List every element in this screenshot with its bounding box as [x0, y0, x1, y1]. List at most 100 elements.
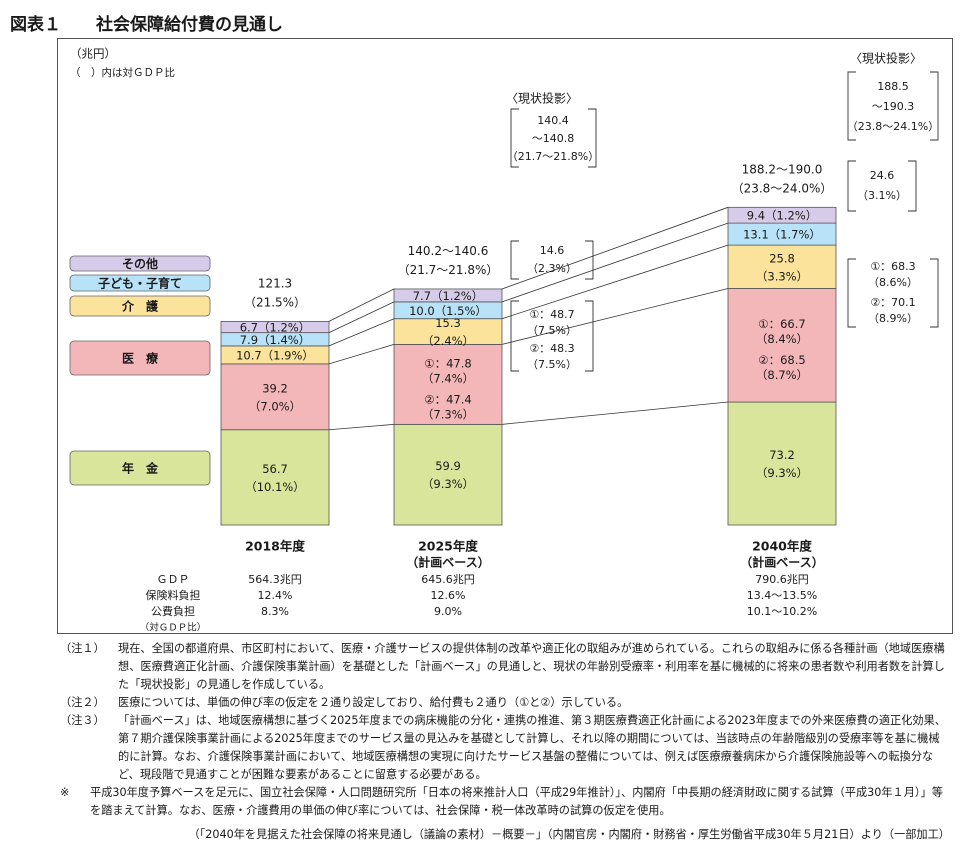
note-label: （注３）: [60, 714, 105, 727]
projection-kaigo: （2.3%）: [527, 262, 577, 275]
data-label: ①：66.7: [758, 317, 805, 331]
total-label: （21.7～21.8%）: [398, 263, 499, 277]
projection-kaigo-2025-right-bracket: [585, 240, 594, 280]
data-label: （7.0%）: [249, 399, 301, 413]
data-label: （8.4%）: [756, 332, 808, 346]
indicator-row-label: 保険料負担: [146, 588, 201, 602]
projection-iryo-2040-right-bracket: [930, 258, 939, 328]
data-label: ①：47.8: [424, 356, 471, 370]
projection-iryo: （7.5%）: [527, 324, 577, 337]
paren-note: （ ）内は対ＧＤＰ比: [70, 66, 175, 79]
data-label: （2.4%）: [422, 334, 474, 348]
indicator-value: 12.4%: [258, 589, 293, 602]
bar-segment: [220, 320, 330, 334]
connector-line: [501, 244, 729, 320]
bar-segment: [393, 343, 503, 425]
projection-iryo: ②：48.3: [529, 342, 574, 355]
data-label: （10.1%）: [245, 480, 305, 494]
data-label: 39.2: [262, 381, 288, 395]
chart-frame: （兆円） （ ）内は対ＧＤＰ比 その他 子ども・子育て介 護医 療年 金 56.7 （10…: [57, 38, 953, 634]
data-label: ②：47.4: [424, 392, 471, 406]
indicator-row-label: 公費負担: [151, 604, 195, 618]
connector-line: [328, 344, 395, 365]
legend-swatch: [69, 255, 211, 272]
data-label: 13.1（1.7%）: [743, 228, 821, 242]
indicator-row-label: （対ＧＤＰ比）: [140, 622, 207, 634]
data-label: 59.9: [435, 459, 461, 473]
projection-total: 140.4: [537, 114, 569, 127]
note-2: （注２） 医療については、単価の伸び率の仮定を２通り設定しており、給付費も２通り（…: [60, 694, 950, 712]
legend-label: その他: [122, 256, 158, 271]
data-label: （9.3%）: [422, 477, 474, 491]
data-label: （7.3%）: [422, 407, 474, 421]
projection-iryo: （8.6%）: [868, 276, 918, 289]
note-label: ※: [60, 786, 70, 799]
data-label: （9.3%）: [756, 466, 808, 480]
projection-kaigo-2025-left-bracket: [510, 240, 519, 280]
data-label: 56.7: [262, 462, 288, 476]
data-label: 25.8: [769, 251, 795, 265]
total-label: （21.5%）: [244, 295, 306, 309]
indicator-value: 645.6兆円: [421, 573, 475, 586]
projection-iryo-2040-left-bracket: [847, 258, 856, 328]
bar-segment: [393, 318, 503, 345]
projection-iryo-2025-left-bracket: [510, 300, 519, 372]
data-label: 10.0（1.5%）: [409, 304, 487, 318]
figure-title: 図表１ 社会保障給付費の見通し: [8, 6, 952, 35]
data-label: 7.9（1.4%）: [240, 333, 311, 347]
projection-total: ～190.3: [872, 100, 915, 113]
total-label: 121.3: [258, 276, 292, 290]
bar-segment: [393, 423, 503, 526]
connector-line: [501, 288, 729, 345]
projection-total: （21.7～21.8%）: [507, 150, 599, 163]
projection-kaigo: （3.1%）: [857, 189, 907, 202]
indicator-value: 8.3%: [261, 605, 289, 618]
note-3: （注３） 「計画ベース」は、地域医療構想に基づく2025年度までの病床機能の分化・…: [60, 712, 950, 784]
projection-total-2025-left-bracket: [510, 108, 519, 168]
connector-line: [501, 206, 729, 290]
connector-line: [328, 318, 395, 347]
figure-number: 図表１: [10, 15, 61, 35]
data-label: （3.3%）: [756, 269, 808, 283]
category-label: 2040年度: [752, 539, 812, 554]
note-label: （注２）: [60, 696, 105, 709]
projection-kaigo-2040-left-bracket: [847, 160, 856, 212]
bar-segment: [727, 288, 837, 403]
category-label: 2025年度: [418, 539, 478, 554]
projection-kaigo: 14.6: [540, 244, 565, 257]
projection-total-2040-left-bracket: [847, 71, 856, 141]
connector-line: [501, 222, 729, 303]
data-label: 7.7（1.2%）: [413, 289, 484, 303]
note-label: （注１）: [60, 642, 105, 655]
data-label: （8.7%）: [756, 368, 808, 382]
projection-total: （23.8～24.1%）: [847, 120, 939, 133]
projection-header: 〈現状投影〉: [850, 51, 922, 66]
data-label: 9.4（1.2%）: [747, 209, 818, 223]
bar-segment: [727, 401, 837, 526]
projection-iryo: （7.5%）: [527, 358, 577, 371]
projection-total: ～140.8: [532, 132, 575, 145]
legend-label: 年 金: [122, 461, 159, 476]
indicator-value: 10.1～10.2%: [747, 605, 817, 618]
bar-segment: [220, 363, 330, 431]
bar-segment: [220, 429, 330, 526]
data-label: 73.2: [769, 448, 795, 462]
note-text: 平成30年度予算ベースを足元に、国立社会保障・人口問題研究所「日本の将来推計人口…: [90, 786, 943, 817]
connector-line: [328, 423, 395, 431]
legend-label: 介 護: [121, 299, 159, 314]
projection-iryo: ①：48.7: [529, 308, 574, 321]
projection-iryo: （8.9%）: [868, 312, 918, 325]
note-1: （注１） 現在、全国の都道府県、市区町村において、医療・介護サービスの提供体制の改…: [60, 640, 950, 694]
connector-line: [328, 288, 395, 322]
figure-title-text: 社会保障給付費の見通し: [96, 15, 283, 35]
note-text: 医療については、単価の伸び率の仮定を２通り設定しており、給付費も２通り（①と②）…: [118, 696, 629, 709]
indicator-value: 12.6%: [431, 589, 466, 602]
projection-kaigo: 24.6: [870, 169, 895, 182]
projection-iryo-2025-right-bracket: [585, 300, 594, 372]
legend-swatch: [69, 295, 211, 317]
legend-swatch: [69, 274, 211, 292]
projection-kaigo-2040-right-bracket: [908, 160, 917, 212]
bar-segment: [727, 244, 837, 289]
data-label: ②：68.5: [758, 353, 805, 367]
